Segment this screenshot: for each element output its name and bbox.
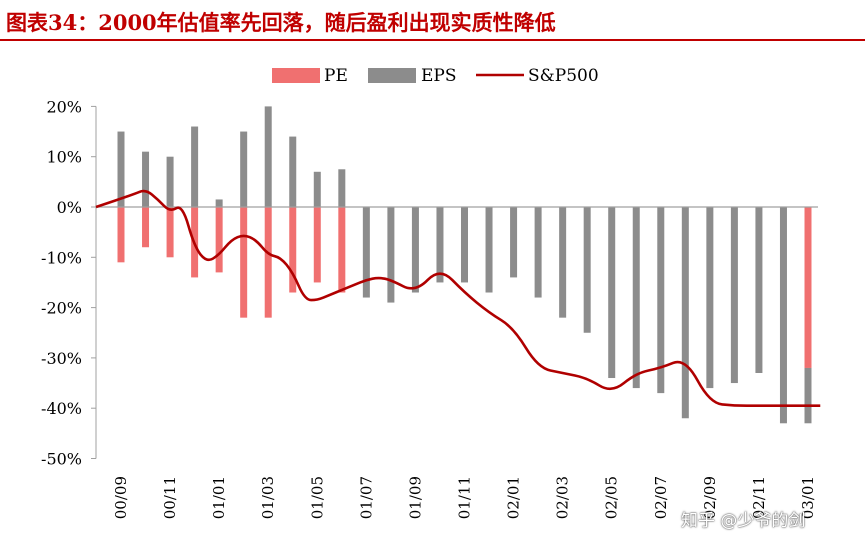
- x-tick-label: 01/01: [210, 476, 228, 519]
- eps-bar: [608, 207, 616, 379]
- eps-bar: [436, 207, 444, 283]
- pe-bar: [804, 207, 812, 368]
- y-tick-label: -40%: [41, 399, 82, 418]
- eps-bar: [289, 136, 297, 207]
- y-tick-label: -30%: [41, 349, 82, 368]
- eps-bar: [362, 207, 370, 298]
- y-tick-label: -20%: [41, 299, 82, 318]
- eps-bar: [215, 199, 223, 207]
- eps-bar: [804, 367, 812, 424]
- x-tick-label: 02/11: [750, 476, 768, 519]
- x-tick-label: 02/09: [701, 476, 719, 519]
- eps-bar: [510, 207, 518, 278]
- eps-bar: [313, 171, 321, 207]
- eps-bar: [706, 207, 714, 389]
- eps-bar: [730, 207, 738, 384]
- legend-label-eps: EPS: [421, 66, 457, 86]
- chart-area: 20% 10% 0% -10% -20% -30% -40% -50% 00/09 00/11 01…: [41, 66, 821, 519]
- eps-bar: [142, 151, 150, 207]
- eps-bar: [583, 207, 591, 333]
- pe-bar: [215, 207, 223, 273]
- eps-bar: [166, 156, 174, 207]
- title-divider: [0, 39, 865, 41]
- legend-swatch-eps: [368, 68, 416, 83]
- eps-bar: [779, 207, 787, 424]
- eps-bar: [264, 106, 272, 207]
- x-tick-label: 02/07: [652, 476, 670, 519]
- eps-bar: [338, 169, 346, 207]
- eps-bar: [117, 131, 125, 207]
- eps-bar: [681, 207, 689, 419]
- eps-bar: [191, 126, 199, 207]
- pe-bar: [338, 207, 346, 293]
- x-tick-label: 01/05: [308, 476, 326, 519]
- x-tick-label: 00/09: [112, 476, 130, 519]
- legend-label-pe: PE: [324, 66, 348, 86]
- chart-title: 图表34：2000年估值率先回落，随后盈利出现实质性降低: [6, 10, 556, 35]
- pe-bar: [313, 207, 321, 283]
- eps-bar: [240, 131, 248, 207]
- x-tick-label: 01/09: [406, 476, 424, 519]
- y-tick-label: 0%: [57, 198, 82, 217]
- pe-bar: [166, 207, 174, 258]
- eps-bar: [534, 207, 542, 298]
- y-tick-label: 10%: [46, 148, 82, 167]
- sp500-line: [95, 189, 821, 407]
- x-tick-label: 02/03: [554, 476, 572, 519]
- eps-bar: [387, 207, 395, 303]
- eps-bar: [657, 207, 665, 394]
- x-tick-label: 01/07: [357, 476, 375, 519]
- pe-bar: [264, 207, 272, 318]
- pe-bar: [142, 207, 150, 248]
- eps-bar: [755, 207, 763, 373]
- y-tick-label: -10%: [41, 248, 82, 267]
- eps-bar: [411, 207, 419, 293]
- y-tick-label: 20%: [46, 97, 82, 116]
- x-tick-label: 01/03: [259, 476, 277, 519]
- pe-bar: [289, 207, 297, 293]
- x-tick-label: 00/11: [161, 476, 179, 519]
- eps-bar: [559, 207, 567, 318]
- x-tick-label: 01/11: [456, 476, 474, 519]
- y-tick-label: -50%: [41, 450, 82, 469]
- eps-bar: [632, 207, 640, 389]
- watermark: 知乎 @少爷的剑: [681, 511, 806, 531]
- eps-bar: [461, 207, 468, 283]
- legend-label-sp500: S&P500: [528, 66, 599, 86]
- pe-bar: [240, 207, 248, 318]
- pe-bar: [117, 207, 125, 263]
- legend-swatch-pe: [272, 68, 320, 83]
- x-tick-label: 02/05: [603, 476, 621, 519]
- x-tick-label: 03/01: [799, 476, 817, 519]
- title-bar: 图表34：2000年估值率先回落，随后盈利出现实质性降低: [0, 0, 865, 41]
- x-tick-label: 02/01: [505, 476, 523, 519]
- eps-bar: [485, 207, 493, 293]
